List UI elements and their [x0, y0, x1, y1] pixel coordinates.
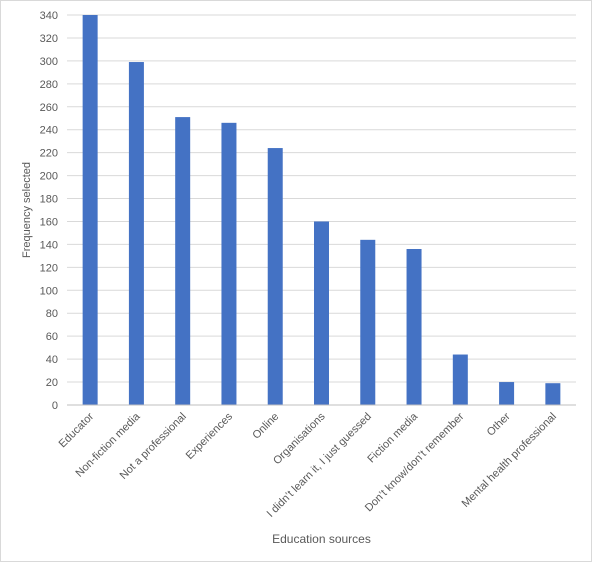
- bar: [175, 117, 191, 406]
- bar: [221, 122, 237, 405]
- y-axis-label: Frequency selected: [21, 162, 33, 258]
- y-tick-label: 220: [40, 148, 58, 160]
- y-tick-label: 260: [40, 102, 58, 114]
- x-tick-label: Educator: [57, 410, 97, 450]
- y-tick-label: 0: [52, 400, 58, 412]
- x-tick-label: Online: [250, 411, 281, 442]
- y-tick-label: 340: [40, 10, 58, 22]
- x-tick-label: Experiences: [184, 410, 236, 462]
- bar: [314, 221, 329, 405]
- y-tick-label: 140: [40, 239, 58, 251]
- y-tick-label: 20: [46, 377, 58, 389]
- y-tick-label: 100: [40, 285, 58, 297]
- bar: [82, 15, 98, 405]
- y-tick-label: 180: [40, 194, 58, 206]
- bar: [545, 383, 561, 405]
- bars: [82, 15, 561, 406]
- x-tick-label: Don’t know/don’t remember: [363, 410, 467, 514]
- y-tick-label: 300: [40, 56, 58, 68]
- y-tick-label: 40: [46, 354, 58, 366]
- y-tick-label: 240: [40, 125, 58, 137]
- bar: [360, 239, 376, 405]
- y-tick-label: 280: [40, 79, 58, 91]
- x-tick-label: Other: [485, 410, 513, 438]
- bar: [267, 148, 283, 405]
- x-tick-label: Mental health professional: [460, 411, 559, 510]
- bar: [452, 354, 468, 405]
- y-tick-label: 120: [40, 262, 58, 274]
- y-tick-label: 160: [40, 216, 58, 228]
- y-tick-label: 200: [40, 171, 58, 183]
- bar: [128, 62, 144, 405]
- y-tick-labels: 0 20 40 60 80 100 120 140 160 180 200 220 240 260 280 3…: [40, 10, 58, 412]
- y-tick-label: 80: [46, 308, 58, 320]
- bar: [499, 382, 515, 405]
- y-tick-label: 320: [40, 33, 58, 45]
- y-tick-label: 60: [46, 331, 58, 343]
- bar: [406, 249, 422, 405]
- x-axis-label: Education sources: [272, 532, 371, 546]
